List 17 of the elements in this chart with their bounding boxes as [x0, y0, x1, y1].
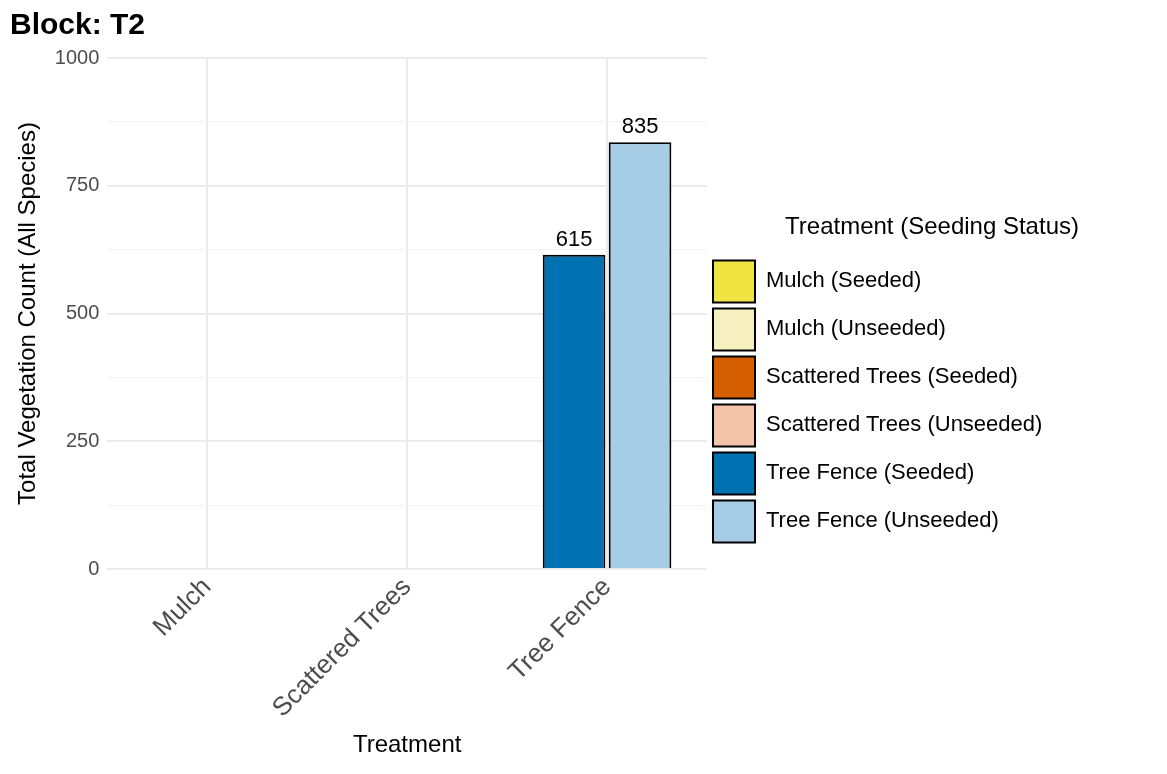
legend-label: Scattered Trees (Seeded): [766, 363, 1018, 389]
y-tick-label: 250: [65, 428, 100, 451]
legend-label: Tree Fence (Unseeded): [766, 507, 999, 533]
legend-label: Tree Fence (Seeded): [766, 459, 975, 485]
x-axis-title: Treatment: [352, 730, 462, 758]
y-tick-label: 750: [65, 173, 100, 196]
y-tick-label: 0: [88, 556, 100, 579]
legend-title: Treatment (Seeding Status): [785, 212, 1079, 240]
data-label: 835: [621, 113, 659, 139]
legend-label: Scattered Trees (Unseeded): [766, 411, 1043, 437]
legend-label: Mulch (Unseeded): [766, 315, 946, 341]
legend-label: Mulch (Seeded): [766, 267, 922, 293]
chart-title: Block: T2: [10, 7, 146, 41]
data-label: 615: [555, 225, 593, 251]
y-tick-label: 1000: [54, 45, 100, 68]
y-axis-title: Total Vegetation Count (All Species): [13, 122, 41, 505]
y-tick-label: 500: [65, 301, 100, 324]
